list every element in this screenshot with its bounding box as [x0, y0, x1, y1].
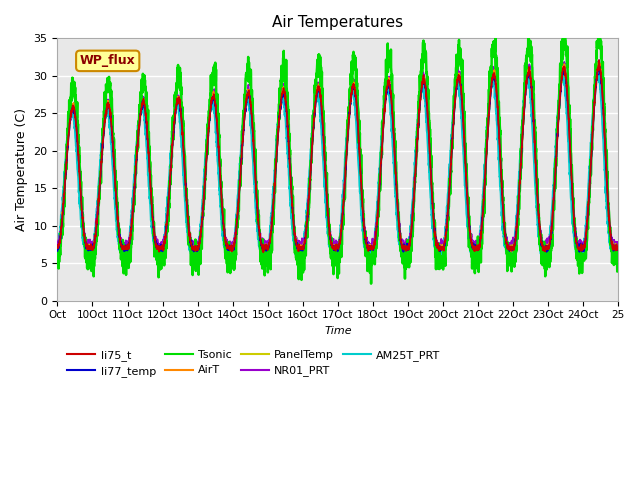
Text: WP_flux: WP_flux	[80, 54, 136, 67]
Legend: li75_t, li77_temp, Tsonic, AirT, PanelTemp, NR01_PRT, AM25T_PRT: li75_t, li77_temp, Tsonic, AirT, PanelTe…	[63, 346, 445, 382]
X-axis label: Time: Time	[324, 326, 352, 336]
Y-axis label: Air Temperature (C): Air Temperature (C)	[15, 108, 28, 231]
Title: Air Temperatures: Air Temperatures	[273, 15, 403, 30]
